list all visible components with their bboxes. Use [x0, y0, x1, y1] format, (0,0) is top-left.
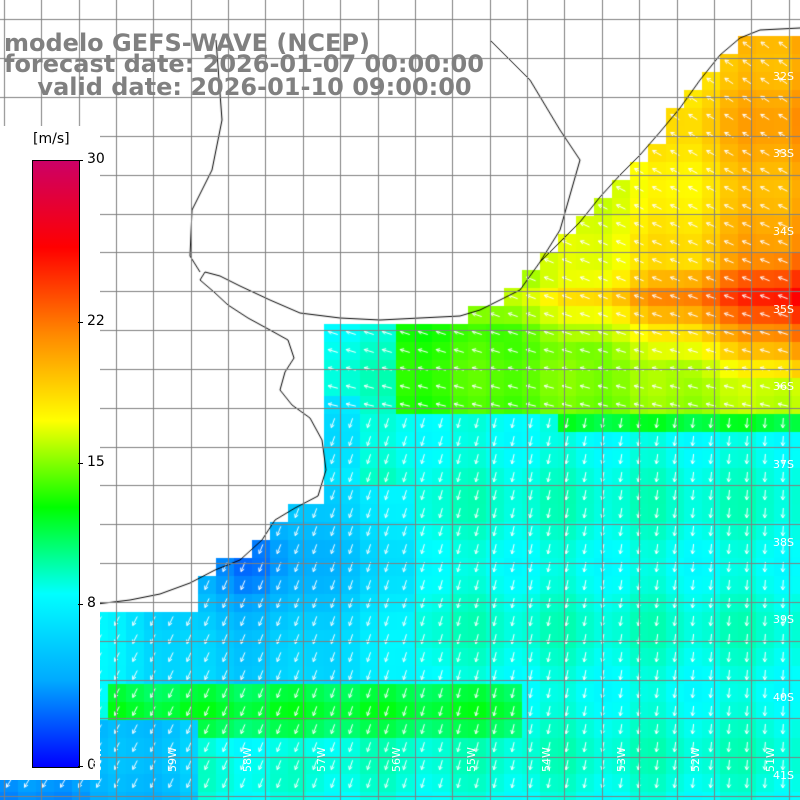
latitude-label: 33S [773, 147, 794, 161]
forecast-date: forecast date: 2026-01-07 00:00:00 [4, 50, 484, 78]
longitude-label: 59W [165, 747, 179, 772]
valid-date: valid date: 2026-01-10 09:00:00 [4, 73, 472, 101]
legend-tick-label: 15 [87, 454, 105, 470]
longitude-label: 53W [614, 747, 628, 772]
legend-tick-label: 22 [87, 312, 105, 329]
longitude-label: 54W [539, 747, 553, 772]
legend-tick-label: 30 [87, 151, 105, 167]
longitude-label: 56W [390, 747, 404, 772]
longitude-label: 61W [16, 747, 30, 772]
legend-tick-label: 0 [87, 757, 96, 773]
longitude-label: 52W [689, 747, 703, 772]
longitude-label: 55W [465, 747, 479, 772]
longitude-label: 58W [240, 747, 254, 772]
legend-tick-mark [78, 604, 83, 606]
latitude-label: 39S [773, 613, 794, 627]
legend-units: [m/s] [33, 131, 70, 147]
latitude-label: 36S [773, 380, 794, 394]
legend-tick-label: 8 [87, 595, 96, 612]
latitude-label: 35S [773, 302, 794, 316]
latitude-label: 37S [773, 458, 794, 472]
latitude-label: 40S [773, 691, 794, 705]
longitude-label: 51W [764, 747, 778, 772]
legend-tick-mark [78, 160, 83, 161]
legend-tick-mark [78, 463, 83, 464]
latitude-label: 38S [773, 535, 794, 549]
longitude-label: 57W [315, 747, 329, 772]
latitude-label: 34S [773, 225, 794, 238]
model-title: modelo GEFS-WAVE (NCEP) [4, 29, 370, 57]
latitude-label: 32S [773, 69, 794, 83]
latitude-label: 41S [773, 768, 794, 782]
longitude-label: 60W [91, 747, 105, 772]
legend-tick-mark [78, 321, 83, 323]
legend-tick-mark [78, 766, 83, 767]
color-scale-bar [32, 160, 80, 768]
